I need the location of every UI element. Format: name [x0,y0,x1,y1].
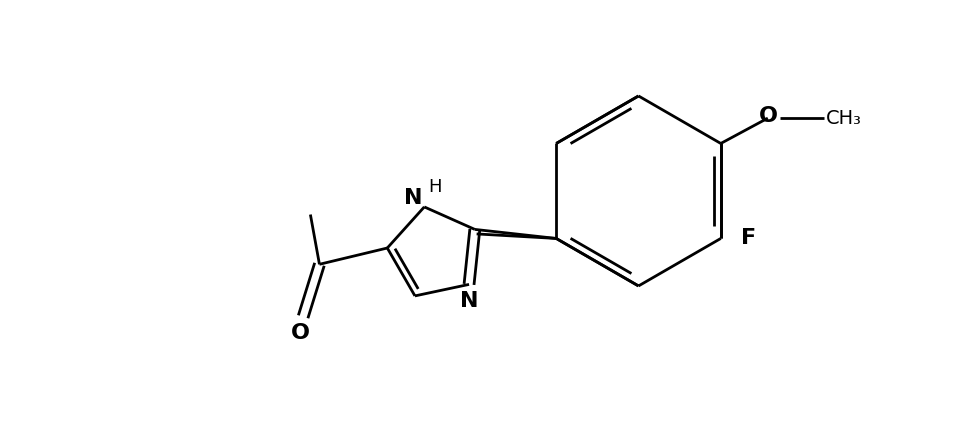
Text: O: O [760,106,778,126]
Text: N: N [460,291,478,311]
Text: H: H [428,178,442,196]
Text: F: F [740,229,756,248]
Text: N: N [404,188,422,208]
Text: O: O [291,323,310,343]
Text: CH₃: CH₃ [826,109,862,127]
